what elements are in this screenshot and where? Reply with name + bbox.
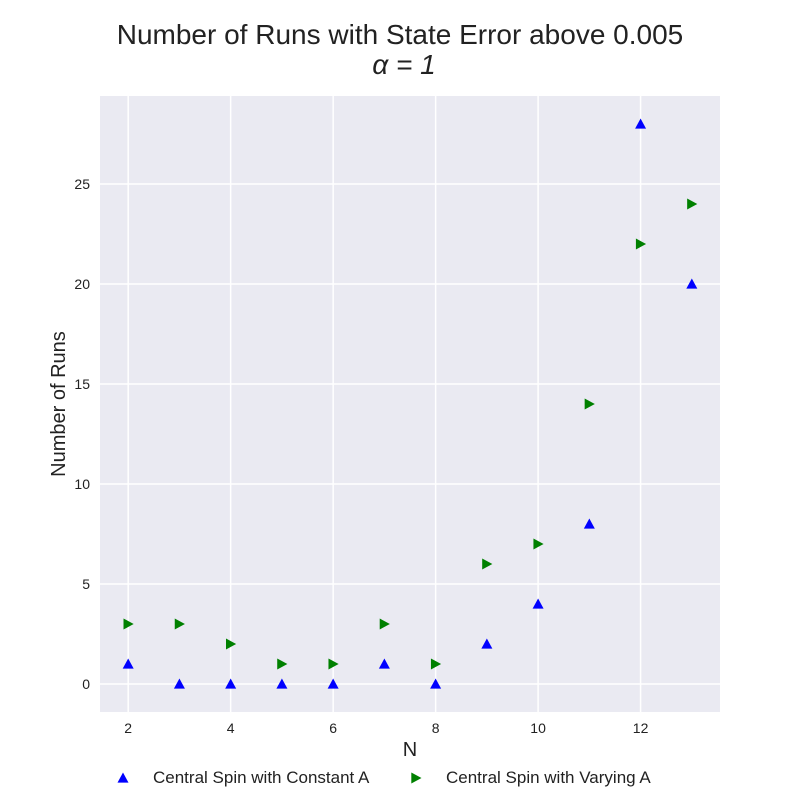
point-constant-a (635, 118, 647, 129)
point-varying-a (584, 398, 595, 410)
legend-marker-constant-a (117, 772, 129, 783)
point-varying-a (277, 658, 288, 670)
x-tick-label: 2 (124, 720, 132, 736)
point-constant-a (225, 678, 237, 689)
point-constant-a (122, 658, 134, 669)
legend-label-varying-a: Central Spin with Varying A (446, 768, 651, 787)
y-tick-label: 10 (74, 476, 90, 492)
point-constant-a (583, 518, 595, 529)
x-tick-label: 10 (530, 720, 546, 736)
legend-label-constant-a: Central Spin with Constant A (153, 768, 370, 787)
point-constant-a (378, 658, 390, 669)
x-tick-label: 12 (633, 720, 649, 736)
y-tick-label: 15 (74, 376, 90, 392)
legend-marker-varying-a (411, 772, 422, 784)
legend-marker-shape (411, 772, 422, 784)
point-constant-a (686, 278, 698, 289)
x-tick-label: 6 (329, 720, 337, 736)
y-tick-labels: 0 5 10 15 20 25 (74, 176, 90, 692)
x-axis-label: N (403, 739, 417, 761)
point-varying-a (482, 558, 493, 570)
point-constant-a (481, 638, 493, 649)
point-constant-a (173, 678, 185, 689)
point-varying-a (123, 618, 134, 630)
point-varying-a (225, 638, 237, 650)
x-tick-label: 8 (432, 720, 440, 736)
plot-area (100, 96, 720, 712)
point-varying-a (379, 618, 390, 630)
legend-marker-shape (117, 772, 129, 783)
y-axis-label: Number of Runs (48, 331, 70, 477)
x-tick-labels: 2 4 6 8 10 12 (124, 720, 648, 736)
point-varying-a (635, 238, 647, 250)
point-varying-a (328, 658, 339, 670)
point-constant-a (327, 678, 339, 689)
y-tick-label: 25 (74, 176, 90, 192)
point-constant-a (276, 678, 288, 689)
chart-subtitle: α = 1 (372, 49, 435, 80)
chart-title: Number of Runs with State Error above 0.… (117, 19, 684, 50)
y-tick-label: 5 (82, 576, 90, 592)
point-varying-a (533, 538, 544, 550)
legend: Central Spin with Constant A Central Spi… (117, 768, 651, 787)
point-constant-a (532, 598, 544, 609)
y-tick-label: 20 (74, 276, 90, 292)
data-markers (122, 118, 698, 689)
point-varying-a (430, 658, 442, 670)
y-tick-label: 0 (82, 676, 90, 692)
point-constant-a (430, 678, 442, 689)
point-varying-a (174, 618, 185, 630)
point-varying-a (687, 198, 698, 210)
x-tick-label: 4 (227, 720, 235, 736)
grid-lines (100, 96, 720, 712)
